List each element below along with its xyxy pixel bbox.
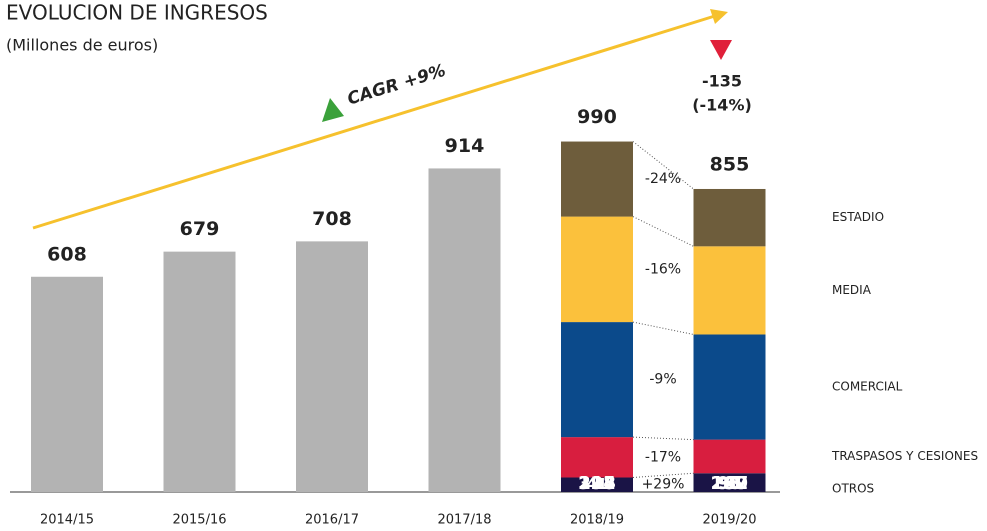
segment-label: 41	[587, 475, 608, 493]
segment-label: 212	[578, 473, 616, 494]
segment-label: 249	[711, 473, 749, 494]
chart-title: EVOLUCION DE INGRESOS	[6, 1, 268, 25]
segment-label: 162	[711, 473, 749, 494]
x-tick-label: 2016/17	[305, 513, 359, 528]
legend-label: TRASPASOS Y CESIONES	[831, 449, 978, 463]
total-label: 990	[577, 106, 617, 128]
legend-label: MEDIA	[832, 283, 872, 297]
connector	[632, 436, 694, 441]
bar-segment	[296, 241, 368, 492]
change-label: -9%	[649, 372, 676, 388]
legend-label: COMERCIAL	[832, 380, 903, 394]
connector	[632, 141, 694, 190]
bar-segment	[31, 276, 103, 492]
change-label: -17%	[645, 449, 681, 465]
bar-segment	[561, 141, 633, 217]
up-triangle	[322, 98, 344, 122]
bar-segment	[428, 168, 501, 492]
drop-label: -135	[702, 72, 742, 91]
connector	[632, 472, 694, 478]
bar-segment	[561, 322, 633, 438]
change-label: -24%	[645, 171, 681, 187]
segment-label: 325	[578, 473, 616, 494]
x-tick-label: 2015/16	[172, 513, 226, 528]
segment-label: 297	[711, 473, 749, 494]
trend-arrowhead	[710, 9, 728, 24]
bar-segment	[693, 439, 766, 474]
segment-label: 114	[578, 473, 616, 494]
value-label: 679	[180, 218, 220, 240]
drop-pct-label: (-14%)	[692, 96, 752, 115]
legend-label: ESTADIO	[832, 210, 884, 224]
legend-label: OTROS	[832, 482, 874, 496]
bar-segment	[561, 216, 633, 323]
total-label: 855	[710, 153, 750, 175]
x-tick-label: 2019/20	[702, 513, 756, 528]
down-triangle	[710, 40, 732, 60]
value-label: 608	[47, 243, 87, 265]
bar-segment	[693, 334, 766, 440]
change-label: -16%	[645, 261, 681, 277]
bar-segment	[561, 477, 633, 492]
segment-label: 95	[717, 473, 742, 494]
bar-segment	[693, 246, 766, 335]
value-label: 914	[445, 135, 485, 157]
bar-segment	[693, 473, 766, 492]
x-tick-label: 2014/15	[40, 513, 94, 528]
chart-subtitle: (Millones de euros)	[6, 36, 158, 55]
bar-segment	[163, 251, 236, 492]
connector	[632, 216, 694, 247]
segment-label: 53	[719, 475, 740, 493]
x-tick-label: 2017/18	[437, 513, 491, 528]
bar-segment	[693, 188, 766, 247]
change-label: +29%	[642, 477, 685, 493]
bar-segment	[561, 437, 633, 478]
connector	[632, 321, 694, 335]
trend-arrow	[32, 13, 719, 230]
segment-label: 298	[578, 473, 616, 494]
value-label: 708	[312, 208, 352, 230]
x-tick-label: 2018/19	[570, 513, 624, 528]
